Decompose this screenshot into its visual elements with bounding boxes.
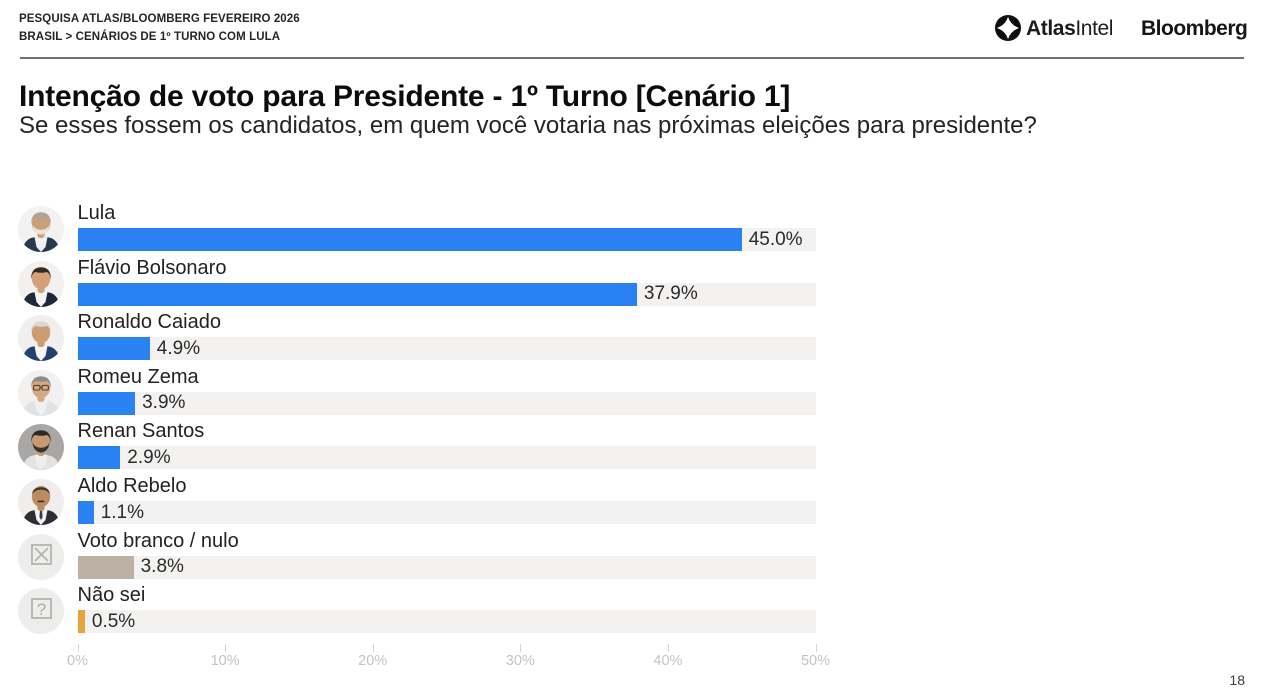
svg-text:?: ? (37, 600, 46, 619)
